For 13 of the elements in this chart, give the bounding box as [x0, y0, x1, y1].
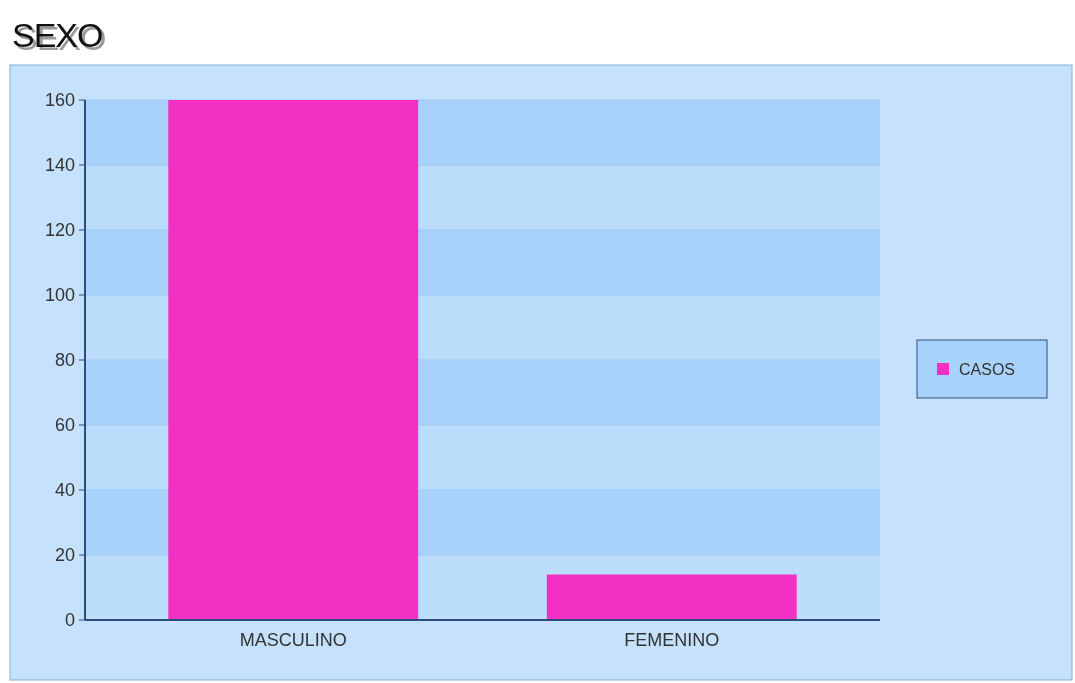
x-tick-label: FEMENINO	[624, 630, 720, 650]
y-tick-label: 100	[44, 285, 75, 306]
y-tick-label: 80	[54, 350, 75, 371]
x-tick-label: MASCULINO	[239, 630, 347, 650]
y-tick-label: 140	[44, 155, 75, 176]
y-tick-label: 40	[54, 480, 75, 501]
y-tick-label: 0	[64, 610, 75, 631]
y-tick-label: 160	[44, 90, 75, 111]
y-tick-label: 60	[54, 415, 75, 436]
chart-title: SEXO	[15, 19, 106, 57]
y-tick-label: 120	[44, 220, 75, 241]
legend-label: CASOS	[959, 360, 1016, 378]
y-tick-label: 20	[54, 545, 75, 566]
